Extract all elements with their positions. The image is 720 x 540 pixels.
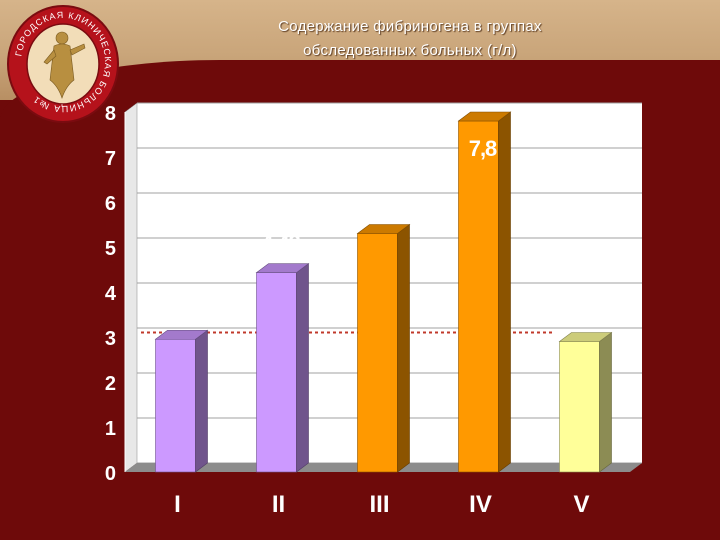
y-tick-label: 1 [105,418,116,440]
figure-icon [43,31,86,99]
bar-side [498,111,511,473]
data-label: 7,8 [469,136,497,161]
x-tick-label: III [369,491,389,518]
data-label: 4,43 [261,231,301,256]
y-tick-label: 2 [105,373,116,395]
data-label: 2,95 [160,291,200,316]
y-tick-label: 4 [105,283,117,305]
bar-top [457,111,512,122]
bar-side [296,263,309,473]
x-tick-label: II [272,491,285,518]
x-tick-label: I [174,491,181,518]
bar-top [356,224,411,234]
plot-side-wall [124,102,138,473]
bar-top [558,332,613,342]
bar-front [357,233,398,473]
y-tick-label: 7 [105,148,116,170]
y-tick-label: 3 [105,328,116,350]
bar-side [195,329,208,473]
y-tick-label: 8 [105,103,116,125]
bar-front [256,272,297,473]
bar-top [154,329,209,340]
x-tick-label: IV [469,491,492,518]
x-tick-label: V [573,491,589,518]
hospital-logo: ГОРОДСКАЯ КЛИНИЧЕСКАЯ БОЛЬНИЦА №1 [7,5,119,123]
y-tick-label: 6 [105,193,116,215]
bar-top [255,263,310,273]
data-label: 5,3 [368,192,396,217]
chart-title-line2: обследованных больных (г/л) [303,42,517,59]
bar-front [155,338,196,473]
bar-side [599,331,612,473]
chart-title-line1: Содержание фибриногена в группах [278,18,542,35]
y-tick-label: 5 [105,238,116,260]
bar-side [397,223,410,473]
bar-front [559,341,600,473]
data-label: 2,9 [570,291,598,316]
bar-front [458,120,499,473]
y-tick-label: 0 [105,463,116,485]
